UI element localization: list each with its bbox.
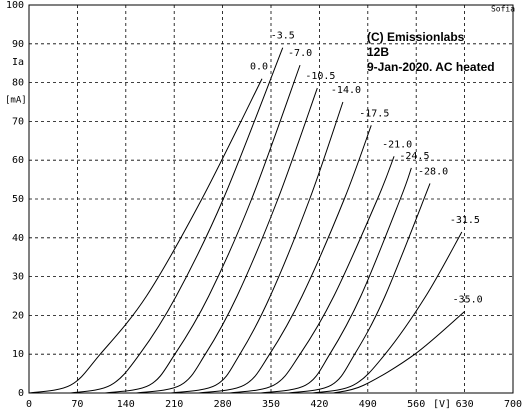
series-label: -7.0: [288, 48, 312, 59]
curve: [312, 231, 463, 394]
x-axis-label: [V]: [433, 399, 451, 410]
curve: [28, 78, 263, 394]
series-label: -10.5: [305, 71, 335, 82]
annotation: 12B: [367, 45, 389, 59]
series-label: -24.5: [399, 151, 429, 162]
y-tick-label: 80: [12, 78, 24, 89]
y-tick-label: 50: [12, 194, 24, 205]
y-tick-label: 90: [12, 39, 24, 50]
series-label: 0.0: [250, 62, 268, 73]
curve: [198, 125, 372, 394]
x-tick-label: 210: [165, 399, 183, 410]
series-label: -14.0: [331, 85, 361, 96]
y-tick-label: 100: [6, 0, 24, 11]
curve: [333, 311, 465, 394]
series-label: -21.0: [382, 139, 412, 150]
curve: [260, 167, 412, 394]
x-tick-label: 350: [262, 399, 280, 410]
y-tick-label: 10: [12, 349, 24, 360]
series-label: -3.5: [271, 31, 295, 42]
series-label: -31.5: [450, 215, 480, 226]
curve: [136, 87, 318, 394]
y-tick-label: 30: [12, 272, 24, 283]
curve: [288, 183, 431, 394]
plot-frame: [28, 4, 514, 394]
series-label: -28.0: [418, 166, 448, 177]
series-label: -35.0: [453, 295, 483, 306]
y-tick-label: 20: [12, 310, 24, 321]
curve: [70, 47, 284, 394]
x-tick-label: 140: [117, 399, 135, 410]
y-tick-label: 70: [12, 116, 24, 127]
annotation: 9-Jan-2020. AC heated: [367, 60, 495, 74]
x-tick-label: 0: [26, 399, 32, 410]
y-axis-unit: [mA]: [5, 96, 27, 106]
x-tick-label: 70: [71, 399, 83, 410]
curve: [170, 101, 344, 394]
y-tick-label: 60: [12, 155, 24, 166]
annotation: (C) Emissionlabs: [367, 30, 465, 44]
corner-text: Sofia: [491, 5, 515, 14]
curve: [104, 64, 301, 394]
series-label: -17.5: [359, 108, 389, 119]
y-tick-label: 0: [18, 388, 24, 399]
curve: [229, 156, 395, 394]
x-tick-label: 490: [359, 399, 377, 410]
x-tick-label: 630: [456, 399, 474, 410]
y-axis-label: Ia: [12, 57, 24, 68]
x-tick-label: 560: [407, 399, 425, 410]
x-tick-label: 280: [214, 399, 232, 410]
x-tick-label: 420: [310, 399, 328, 410]
x-tick-label: 700: [504, 399, 522, 410]
y-tick-label: 40: [12, 233, 24, 244]
